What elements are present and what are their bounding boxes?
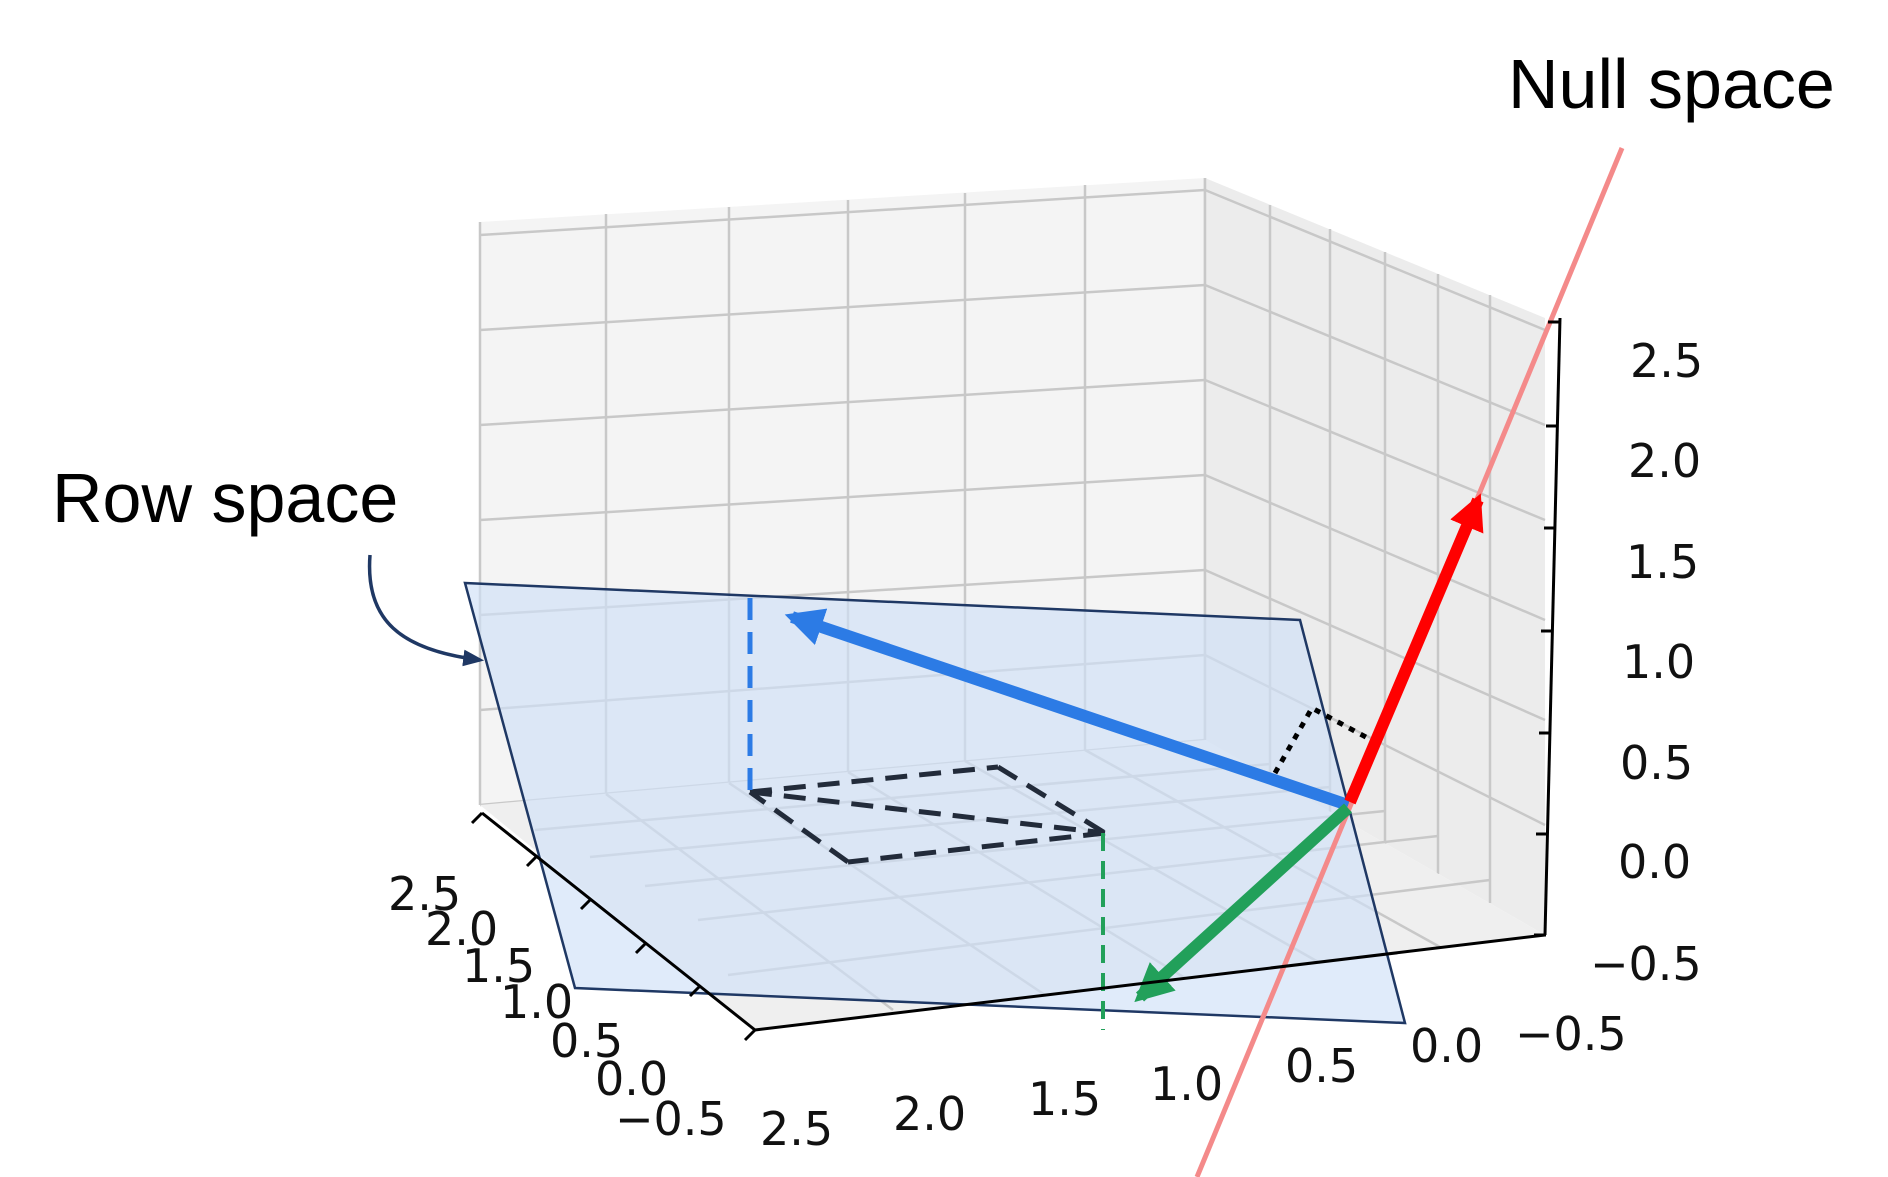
null-space-label: Null space	[1508, 45, 1835, 123]
left-tick-label: −0.5	[615, 1092, 727, 1146]
z-tick-label: 2.5	[1630, 334, 1703, 388]
z-tick-label: −0.5	[1590, 937, 1702, 991]
z-tick-label: 2.0	[1628, 434, 1701, 488]
left-axis-line	[481, 811, 756, 1032]
left-tick-label: 1.5	[462, 939, 535, 993]
right-tick-label: −0.5	[1515, 1007, 1627, 1061]
row-space-plane	[463, 581, 1407, 1025]
left-tick-label: 0.5	[550, 1014, 623, 1068]
bottom-axis-line	[754, 933, 1546, 1032]
z-axis-line	[1543, 317, 1562, 936]
left-tick-label: 1.0	[500, 975, 573, 1029]
null-space-vector	[1344, 493, 1484, 805]
right-angle-marker	[1272, 704, 1377, 775]
bottom-tick-label: 0.5	[1285, 1039, 1358, 1093]
bottom-tick-label: 1.5	[1028, 1072, 1101, 1126]
left-tick-label: 2.0	[425, 902, 498, 956]
axis-ticks	[470, 320, 1560, 1042]
sum-vector	[1134, 803, 1353, 1003]
z-tick-label: 1.5	[1626, 535, 1699, 589]
right-tick-label: 0.0	[1410, 1019, 1483, 1073]
bottom-tick-label: 2.0	[893, 1087, 966, 1141]
projection-parallelogram	[748, 764, 1107, 865]
z-tick-label: 1.0	[1622, 635, 1695, 689]
bottom-tick-label: 2.5	[760, 1102, 833, 1156]
left-axis-tick-labels: 2.5 2.0 1.5 1.0 0.5 0.0 −0.5	[388, 867, 727, 1146]
z-tick-label: 0.0	[1618, 835, 1691, 889]
left-tick-label: 2.5	[388, 867, 461, 921]
z-axis-tick-labels: 2.5 2.0 1.5 1.0 0.5 0.0 −0.5	[1590, 334, 1703, 991]
bottom-tick-label: 1.0	[1150, 1057, 1223, 1111]
z-tick-label: 0.5	[1620, 736, 1693, 790]
row-space-pointer-arrow	[367, 554, 485, 667]
bottom-axis-tick-labels: 2.5 2.0 1.5 1.0 0.5	[760, 1039, 1358, 1156]
row-space-vector	[784, 608, 1350, 811]
row-space-label: Row space	[52, 459, 398, 537]
left-tick-label: 0.0	[595, 1052, 668, 1106]
